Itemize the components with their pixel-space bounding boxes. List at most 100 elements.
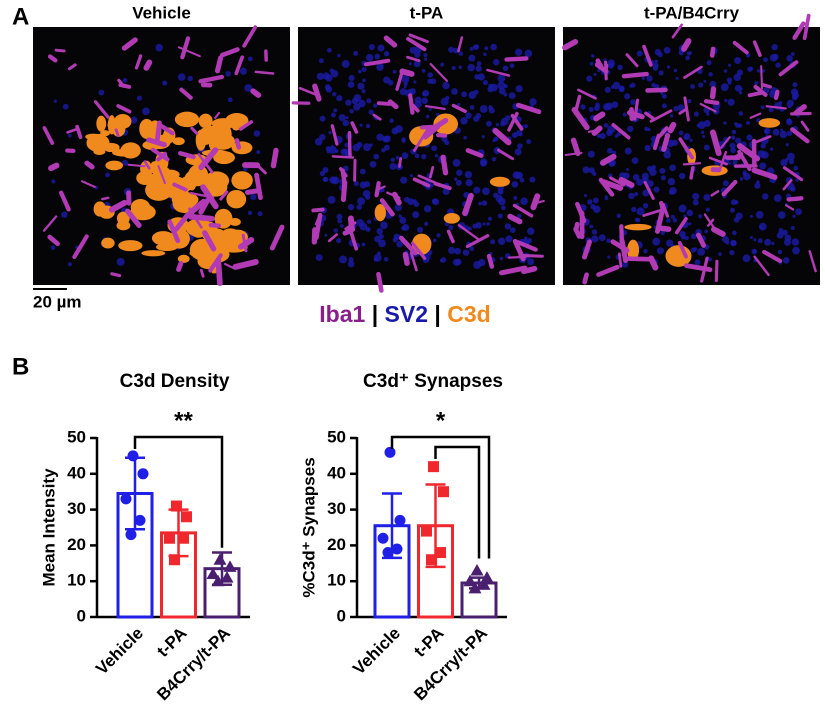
microglia [618, 177, 635, 188]
sv2-puncta [336, 95, 343, 102]
sv2-puncta [529, 176, 536, 183]
sv2-puncta [328, 131, 332, 135]
sv2-puncta [745, 120, 750, 125]
sv2-puncta [414, 51, 421, 58]
sv2-puncta [458, 65, 463, 70]
microglia [747, 90, 764, 98]
microglia [504, 56, 529, 62]
microglia [399, 235, 418, 256]
microglia [379, 198, 395, 217]
microglia [232, 259, 259, 270]
microglia [652, 133, 661, 151]
sv2-puncta [631, 206, 637, 213]
sv2-puncta [708, 72, 713, 77]
sv2-puncta [777, 211, 786, 219]
data-point [164, 532, 175, 544]
sv2-puncta [316, 72, 325, 81]
sv2-puncta [314, 138, 323, 146]
sv2-puncta [361, 89, 366, 94]
data-point [120, 493, 132, 505]
sv2-puncta [177, 73, 186, 81]
sv2-puncta [735, 137, 742, 144]
sv2-puncta [689, 138, 693, 142]
sv2-puncta [333, 108, 338, 113]
sv2-puncta [497, 213, 503, 219]
microglia [507, 213, 523, 225]
sv2-puncta [353, 50, 359, 56]
sv2-puncta [122, 78, 128, 83]
sv2-puncta [786, 54, 793, 62]
sv2-puncta [122, 159, 129, 166]
channel-legend: Iba1 | SV2 | C3d [319, 301, 490, 327]
sv2-puncta [697, 247, 706, 256]
microglia [198, 74, 225, 84]
sv2-puncta [398, 214, 402, 219]
sv2-puncta [514, 148, 522, 156]
sv2-puncta [756, 69, 761, 73]
microglia [792, 21, 806, 40]
sv2-puncta [504, 115, 511, 121]
microglia [215, 257, 223, 286]
c3d-signal [102, 142, 120, 153]
microglia [395, 71, 404, 91]
sv2-puncta [514, 48, 523, 56]
sv2-puncta [490, 43, 497, 51]
sv2-puncta [641, 76, 645, 80]
sv2-puncta [421, 68, 426, 73]
microglia [72, 234, 89, 259]
sv2-puncta [777, 249, 783, 255]
microglia [143, 59, 153, 71]
sv2-puncta [527, 227, 535, 235]
sv2-puncta [351, 97, 359, 105]
sv2-puncta [651, 165, 656, 170]
sv2-puncta [380, 188, 385, 193]
microglia [749, 112, 762, 119]
sv2-puncta [495, 194, 503, 203]
microglia [58, 190, 71, 212]
c3d-signal [489, 176, 510, 187]
significance-bracket [390, 435, 491, 559]
sv2-puncta [607, 125, 616, 134]
microglia [661, 202, 670, 218]
c3d-signal [143, 165, 160, 174]
microglia [564, 151, 583, 156]
sv2-puncta [400, 176, 408, 184]
sv2-puncta [705, 207, 710, 212]
microglia [571, 106, 590, 131]
sv2-puncta [678, 50, 684, 56]
sv2-puncta [495, 122, 500, 127]
sv2-puncta [481, 135, 485, 139]
y-tick-label: 10 [327, 571, 346, 590]
c3d-signal [198, 113, 213, 129]
sv2-puncta [380, 64, 384, 68]
sv2-puncta [319, 133, 326, 141]
sv2-puncta [749, 235, 753, 240]
c3d-signal [433, 113, 458, 135]
sv2-puncta [636, 178, 644, 186]
microglia [198, 147, 219, 171]
microglia [802, 13, 811, 41]
sv2-puncta [409, 174, 413, 178]
sv2-puncta [646, 75, 653, 82]
y-tick-label: 20 [67, 535, 86, 554]
y-axis-label: %C3d⁺ Synapses [299, 457, 318, 597]
microglia [93, 100, 110, 119]
sv2-puncta [369, 143, 373, 147]
microglia [234, 55, 245, 76]
microglia [671, 23, 683, 39]
microglia [376, 101, 392, 106]
sv2-puncta [754, 182, 761, 189]
sv2-puncta [524, 124, 529, 129]
sv2-puncta [517, 143, 523, 149]
sv2-puncta [607, 59, 616, 68]
microglia [492, 128, 512, 146]
sv2-puncta [481, 200, 488, 206]
microglia [782, 166, 804, 182]
microglia [47, 234, 60, 247]
microglia [172, 182, 188, 192]
microglia [600, 179, 624, 191]
sv2-puncta [337, 53, 341, 58]
microglia [134, 54, 143, 70]
sv2-puncta [737, 123, 743, 128]
